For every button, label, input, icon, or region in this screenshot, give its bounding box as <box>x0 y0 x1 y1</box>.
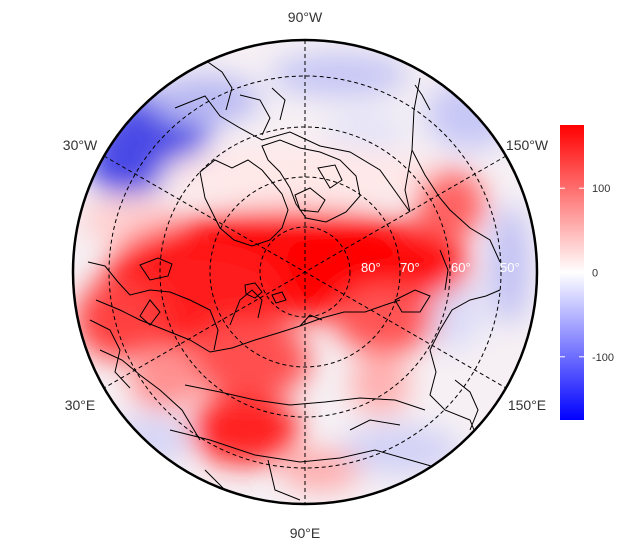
iceland-coast <box>139 257 173 281</box>
lon-label-150w: 150°W <box>506 137 549 153</box>
lat-label-50: 50° <box>500 260 520 275</box>
colorbar: 100 0 -100 <box>560 125 614 420</box>
parallel-50 <box>108 75 502 469</box>
greenland-coast <box>199 159 289 247</box>
graticule <box>103 40 507 504</box>
lon-label-90w: 90°W <box>288 9 323 25</box>
alaska-coast <box>411 149 501 263</box>
coastlines <box>87 59 501 501</box>
europe-coast <box>87 261 219 351</box>
lat-label-80: 80° <box>361 260 381 275</box>
siberian-coast <box>209 299 401 353</box>
map-boundary <box>71 38 539 506</box>
colorbar-tick-label: 100 <box>592 183 610 195</box>
lon-label-30e: 30°E <box>65 397 96 413</box>
lat-label-70: 70° <box>400 260 420 275</box>
lon-label-90e: 90°E <box>290 525 321 541</box>
east-siberia-coast <box>429 289 501 441</box>
colorbar-tick-label: -100 <box>592 352 614 364</box>
canadian-archipelago-coast <box>261 139 361 223</box>
lat-label-60: 60° <box>451 260 471 275</box>
colorbar-tick-label: 0 <box>592 268 598 280</box>
meridian-150 <box>103 155 507 389</box>
lon-label-30w: 30°W <box>63 137 98 153</box>
north-america-coast <box>174 77 421 213</box>
parallel-60 <box>159 126 451 418</box>
parallel-70 <box>209 176 401 368</box>
lon-label-150e: 150°E <box>508 397 546 413</box>
